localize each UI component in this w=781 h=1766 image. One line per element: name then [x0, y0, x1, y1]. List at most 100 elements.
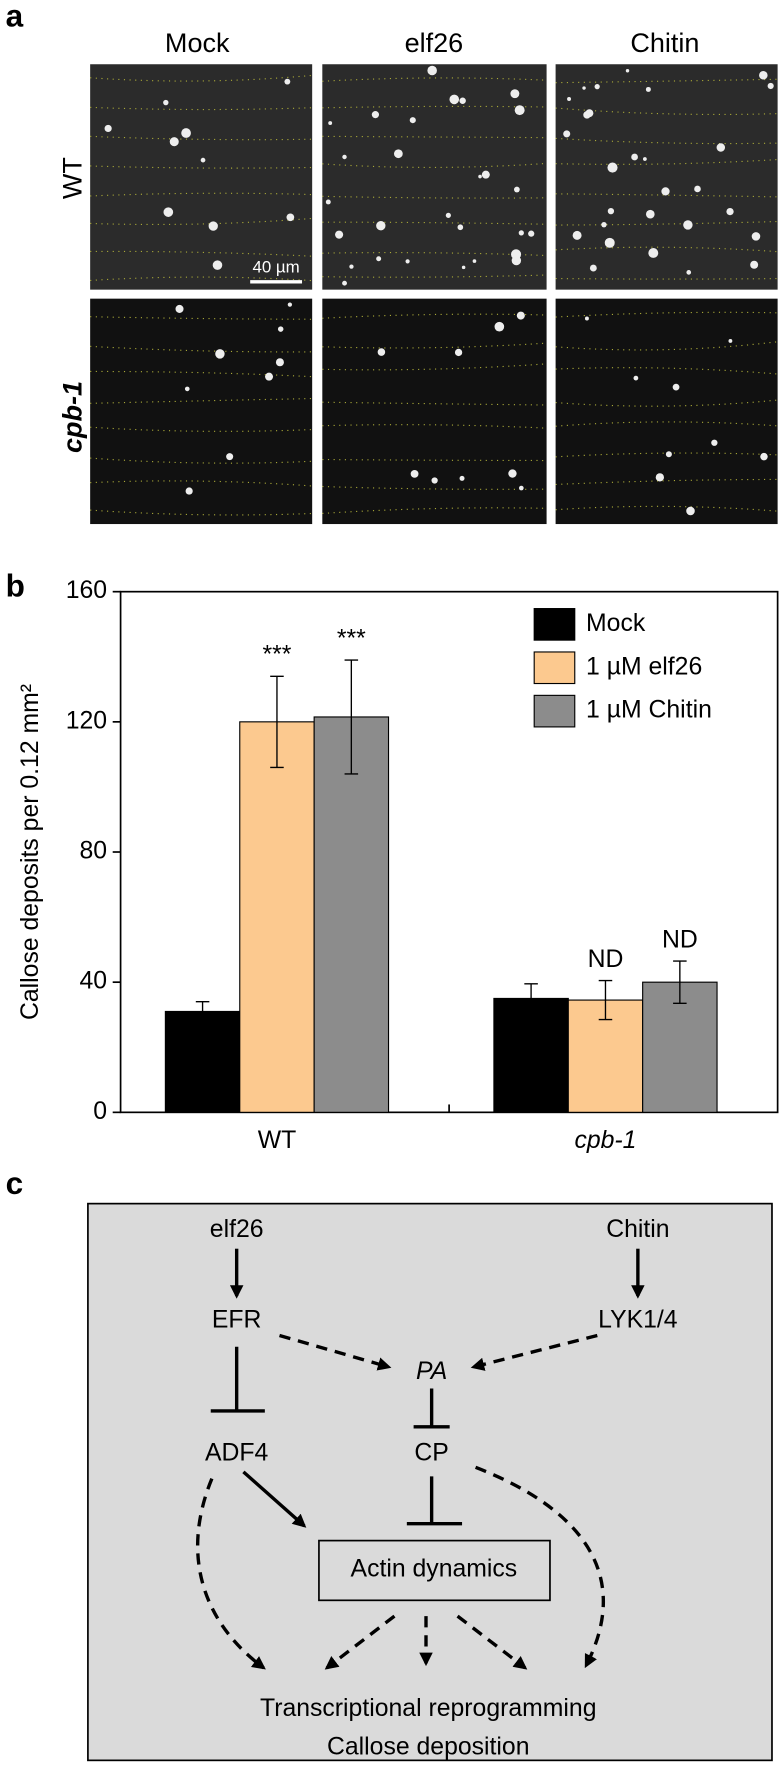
- callose-spot: [518, 485, 524, 491]
- callose-spot: [572, 230, 582, 240]
- callose-spot: [711, 439, 718, 446]
- callose-spot: [175, 304, 184, 313]
- callose-spot: [208, 221, 218, 231]
- error-bar: [524, 983, 538, 1014]
- callose-spot: [567, 97, 572, 101]
- callose-spot: [461, 265, 466, 270]
- callose-spot: [342, 154, 347, 160]
- callose-spot: [672, 383, 680, 391]
- node: elf26: [210, 1216, 264, 1243]
- callose-spot: [633, 375, 639, 381]
- callose-spot: [631, 153, 638, 161]
- panel-label: b: [6, 568, 25, 604]
- callose-spot: [686, 270, 692, 275]
- callose-spot: [594, 83, 600, 90]
- callose-spot: [604, 237, 615, 248]
- callose-spot: [215, 349, 225, 359]
- row-header: WT: [58, 157, 88, 199]
- micrographs: [90, 64, 778, 525]
- y-tick-label: 120: [66, 707, 107, 734]
- error-bar: [195, 1001, 210, 1022]
- x-tick-label: cpb-1: [574, 1127, 636, 1154]
- callose-spot: [427, 65, 437, 76]
- callose-spot: [212, 260, 223, 270]
- micrograph: [90, 64, 313, 290]
- callose-spot: [449, 94, 460, 105]
- callose-spot: [648, 248, 659, 258]
- callose-spot: [514, 186, 520, 193]
- callose-spot: [478, 174, 482, 179]
- callose-spot: [481, 170, 490, 179]
- panel-label: c: [6, 1165, 24, 1201]
- node: Callose deposition: [327, 1734, 530, 1761]
- callose-spot: [184, 386, 190, 392]
- node: Actin dynamics: [351, 1555, 518, 1582]
- legend-label: Mock: [586, 610, 646, 637]
- dashed-arrow: [324, 1614, 396, 1670]
- callose-spot: [472, 259, 477, 263]
- callose-spot: [726, 207, 734, 216]
- inhibition: [413, 1388, 450, 1429]
- bar-chart: 0 40 80 120 160 WT *** *** cpb-1 ND ND Mock 1 µM elf…: [66, 577, 779, 1154]
- callose-spot: [528, 230, 535, 237]
- callose-spot: [728, 339, 733, 343]
- callose-spot: [750, 260, 759, 269]
- inhibition: [406, 1476, 463, 1526]
- scale-bar-label: 40 µm: [252, 258, 299, 277]
- callose-spot: [287, 302, 293, 307]
- column-header: Chitin: [630, 28, 699, 58]
- y-axis-label: Callose deposits per 0.12 mm²: [17, 684, 44, 1020]
- micrograph: [555, 298, 778, 525]
- bar: [313, 716, 390, 1113]
- callose-spot: [275, 358, 284, 367]
- callose-spot: [377, 348, 386, 356]
- callose-spot: [516, 311, 525, 320]
- callose-spot: [601, 222, 607, 228]
- callose-spot: [286, 213, 295, 222]
- callose-spot: [661, 187, 670, 196]
- dashed-arrow: [456, 1614, 528, 1670]
- callose-spot: [625, 69, 630, 73]
- callose-spot: [508, 469, 517, 478]
- micrograph: [322, 298, 547, 525]
- callose-spot: [494, 321, 505, 332]
- callose-spot: [683, 220, 693, 230]
- callose-spot: [510, 89, 520, 99]
- callose-spot: [371, 111, 380, 119]
- callose-spot: [459, 475, 465, 481]
- edges: [195, 1248, 645, 1670]
- arrow: [242, 1470, 307, 1528]
- node: Transcriptional reprogramming: [260, 1695, 597, 1722]
- error-bar: [270, 675, 284, 769]
- callose-spot: [325, 199, 331, 205]
- micrograph: [555, 64, 778, 290]
- x-tick-label: WT: [258, 1127, 297, 1154]
- callose-spot: [431, 477, 438, 484]
- micrograph: [322, 64, 547, 290]
- callose-spot: [393, 149, 403, 159]
- node: PA: [416, 1358, 447, 1385]
- error-bar: [344, 659, 359, 775]
- callose-spot: [335, 230, 344, 239]
- callose-spot: [104, 124, 112, 133]
- node: EFR: [212, 1306, 262, 1333]
- column-header: Mock: [165, 28, 230, 58]
- callose-spot: [694, 185, 701, 193]
- callose-spot: [563, 130, 571, 138]
- error-bar: [673, 960, 687, 1005]
- callose-spot: [751, 232, 761, 241]
- error-bar: [598, 979, 613, 1021]
- callose-spot: [607, 207, 615, 215]
- legend-label: 1 µM elf26: [586, 653, 702, 680]
- callose-spot: [665, 451, 672, 458]
- callose-spot: [607, 162, 618, 173]
- annotation: ***: [262, 642, 291, 669]
- callose-spot: [459, 97, 466, 105]
- y-tick-label: 0: [93, 1098, 107, 1125]
- callose-spot: [410, 469, 419, 478]
- node: CP: [414, 1439, 448, 1466]
- legend-label: 1 µM Chitin: [586, 697, 712, 724]
- callose-spot: [642, 157, 647, 161]
- annotation: ND: [662, 926, 698, 953]
